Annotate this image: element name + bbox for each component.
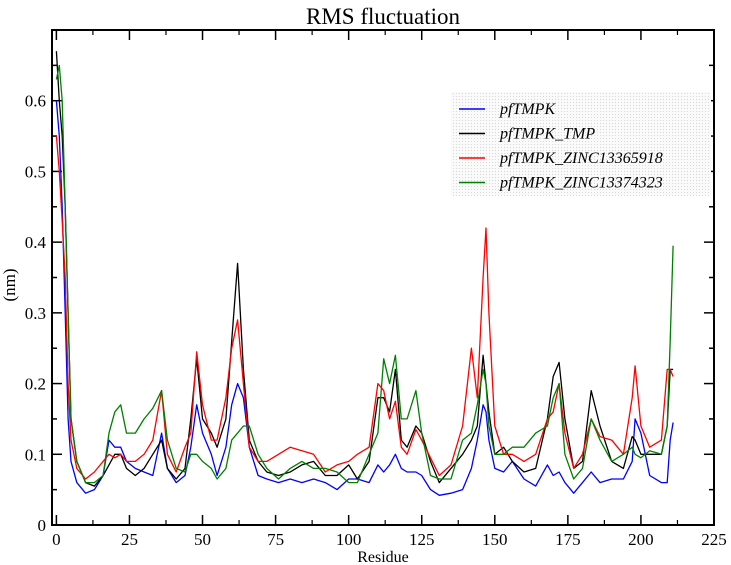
x-tick-label: 175	[555, 530, 581, 549]
series-line-pftmpk-zinc13365918	[55, 136, 674, 480]
x-tick-label: 75	[267, 530, 284, 549]
x-axis-label: Residue	[357, 549, 409, 565]
legend-label: pfTMPK	[499, 101, 556, 118]
x-tick-label: 150	[482, 530, 508, 549]
y-tick-label: 0.1	[25, 445, 46, 464]
x-tick-label: 50	[194, 530, 211, 549]
x-tick-label: 200	[628, 530, 654, 549]
y-tick-label: 0.4	[25, 233, 47, 252]
legend-label: pfTMPK_ZINC13374323	[499, 175, 663, 192]
series-line-pftmpk-tmp	[55, 51, 674, 487]
legend: pfTMPK pfTMPK_TMP pfTMPK_ZINC13365918 pfTMP…	[451, 92, 711, 196]
x-tick-label: 225	[701, 530, 727, 549]
series-line-pftmpk-zinc13374323	[55, 64, 674, 484]
x-tick-label: 100	[336, 530, 362, 549]
chart-title: RMS fluctuation	[306, 4, 460, 29]
y-tick-label: 0.3	[25, 304, 46, 323]
legend-label: pfTMPK_ZINC13365918	[499, 150, 663, 167]
series-line-pftmpk	[55, 100, 674, 496]
x-tick-label: 25	[121, 530, 138, 549]
x-tick-label: 0	[52, 530, 61, 549]
plot-frame	[51, 29, 715, 526]
y-axis-label: (nm)	[0, 268, 19, 301]
legend-label: pfTMPK_TMP	[499, 126, 595, 143]
legend-box	[451, 92, 711, 196]
y-tick-label: 0.6	[25, 92, 46, 111]
y-tick-label: 0.5	[25, 162, 46, 181]
y-tick-label: 0.2	[25, 375, 46, 394]
x-tick-label: 125	[409, 530, 435, 549]
y-tick-label: 0	[38, 516, 47, 535]
